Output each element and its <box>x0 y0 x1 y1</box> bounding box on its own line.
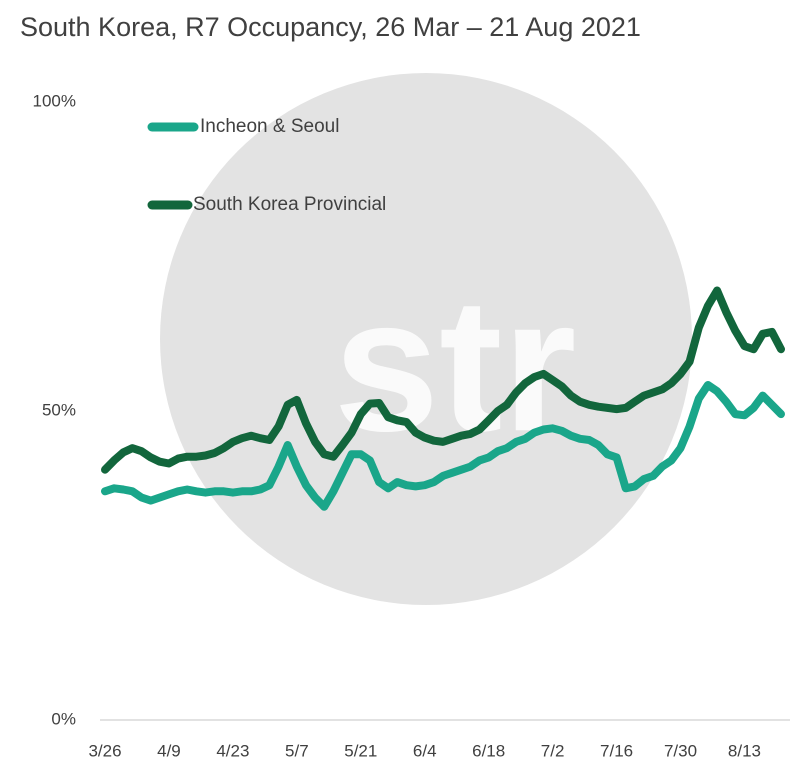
x-tick-label: 4/9 <box>157 741 181 760</box>
legend-label: South Korea Provincial <box>193 194 386 215</box>
y-tick-label: 0% <box>51 709 76 728</box>
x-tick-label: 7/2 <box>541 741 565 760</box>
x-tick-label: 7/30 <box>664 741 697 760</box>
chart-title: South Korea, R7 Occupancy, 26 Mar – 21 A… <box>20 12 641 42</box>
x-tick-label: 6/4 <box>413 741 437 760</box>
x-tick-label: 5/21 <box>344 741 377 760</box>
legend-label: Incheon & Seoul <box>200 116 339 137</box>
watermark-circle <box>160 73 692 605</box>
x-tick-label: 6/18 <box>472 741 505 760</box>
series-line <box>101 381 785 511</box>
x-tick-label: 3/26 <box>88 741 121 760</box>
x-tick-label: 5/7 <box>285 741 309 760</box>
x-tick-label: 8/13 <box>728 741 761 760</box>
x-tick-label: 4/23 <box>216 741 249 760</box>
y-tick-label: 50% <box>42 400 76 419</box>
y-tick-label: 100% <box>33 91 76 110</box>
x-tick-label: 7/16 <box>600 741 633 760</box>
series-line <box>101 286 785 474</box>
